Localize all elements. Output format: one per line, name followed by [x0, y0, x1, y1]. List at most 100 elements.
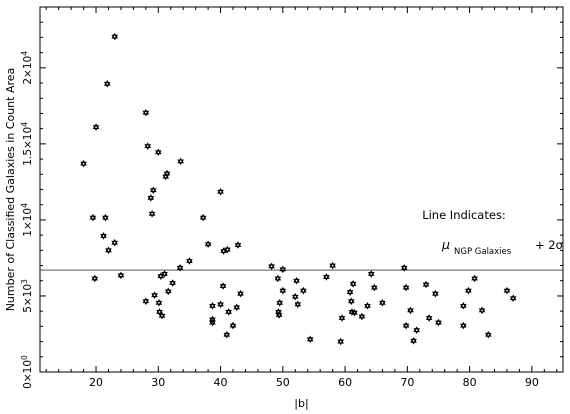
data-point — [144, 142, 152, 150]
x-tick-label: 20 — [89, 376, 103, 389]
y-tick-label: 0×100 — [20, 355, 34, 389]
data-point — [348, 297, 355, 306]
data-point — [338, 314, 346, 322]
data-point — [402, 283, 410, 292]
data-point — [177, 157, 185, 166]
annotation-title: Line Indicates: — [422, 208, 506, 222]
data-point — [80, 159, 87, 168]
data-point — [233, 303, 241, 312]
data-point — [150, 186, 157, 195]
x-tick-label: 60 — [338, 376, 352, 389]
data-point — [323, 273, 330, 281]
data-point — [186, 257, 193, 265]
data-point — [465, 286, 472, 295]
x-tick-label: 90 — [525, 376, 539, 389]
data-point — [279, 265, 287, 274]
data-point — [276, 299, 284, 307]
data-point — [460, 302, 467, 310]
annotation-subscript: NGP Galaxies — [454, 247, 512, 257]
data-point — [219, 282, 227, 290]
data-point — [471, 274, 478, 283]
y-tick-label: 5×103 — [20, 279, 34, 313]
data-point — [102, 213, 109, 222]
plot-frame — [39, 6, 564, 373]
data-point — [432, 289, 439, 298]
x-tick-label: 70 — [400, 376, 414, 389]
data-point — [217, 300, 224, 309]
data-point — [169, 279, 176, 287]
annotation-mu: μ — [441, 237, 450, 252]
data-point — [158, 311, 166, 320]
data-point — [306, 335, 314, 344]
data-point — [92, 123, 100, 131]
data-point — [91, 274, 99, 283]
data-point — [234, 241, 242, 249]
data-point — [349, 279, 357, 288]
data-point — [237, 289, 244, 298]
data-point — [274, 274, 282, 283]
data-point — [367, 270, 375, 278]
data-point — [346, 288, 354, 296]
data-point — [147, 194, 155, 202]
data-point — [268, 262, 275, 271]
data-point — [400, 264, 408, 272]
data-point — [358, 312, 366, 321]
data-points — [80, 32, 517, 346]
data-point — [329, 261, 336, 270]
data-point — [217, 187, 224, 196]
data-point — [164, 287, 172, 296]
data-point — [155, 299, 163, 307]
y-tick-label: 1.5×104 — [20, 122, 34, 166]
data-point — [224, 245, 231, 254]
data-point — [425, 314, 433, 322]
data-point — [142, 297, 150, 306]
data-point — [293, 276, 300, 285]
data-point — [402, 321, 410, 330]
data-point — [478, 306, 486, 315]
data-point — [103, 80, 111, 88]
data-point — [484, 330, 492, 339]
data-point — [279, 286, 287, 295]
x-tick-label: 30 — [151, 376, 165, 389]
x-tick-label: 50 — [276, 376, 290, 389]
data-point — [161, 270, 168, 278]
data-point — [199, 213, 207, 222]
line-annotation: Line Indicates: μ NGP Galaxies + 2σ — [422, 208, 563, 257]
x-tick-labels: 20 30 40 50 60 70 80 90 — [89, 376, 539, 389]
data-point — [209, 318, 216, 327]
data-point — [111, 32, 119, 41]
data-point — [379, 299, 386, 307]
data-point — [117, 271, 125, 280]
data-point — [111, 238, 119, 247]
data-point — [371, 283, 378, 292]
data-point — [223, 330, 231, 339]
data-point — [229, 321, 237, 330]
x-tick-label: 40 — [214, 376, 228, 389]
x-axis-label: |b| — [294, 397, 308, 410]
annotation-plus-two-sigma: + 2σ — [535, 238, 563, 252]
data-point — [509, 294, 517, 303]
data-point — [300, 286, 307, 295]
data-point — [204, 240, 212, 249]
y-axis-label: Number of Classified Galaxies in Count A… — [4, 68, 17, 312]
data-point — [460, 321, 467, 330]
data-point — [337, 337, 345, 346]
y-tick-label: 2×104 — [20, 51, 34, 85]
x-tick-label: 80 — [463, 376, 477, 389]
data-point — [148, 210, 156, 218]
data-point — [275, 311, 283, 319]
data-point — [225, 308, 232, 316]
data-point — [413, 326, 420, 334]
data-point — [435, 318, 442, 327]
data-point — [209, 302, 216, 310]
data-point — [503, 286, 511, 295]
data-point — [410, 337, 417, 345]
data-point — [407, 306, 414, 315]
data-point — [156, 308, 163, 316]
data-point — [151, 291, 158, 299]
data-point — [351, 308, 358, 317]
y-tick-label: 1×104 — [20, 203, 34, 237]
data-point — [142, 108, 150, 117]
